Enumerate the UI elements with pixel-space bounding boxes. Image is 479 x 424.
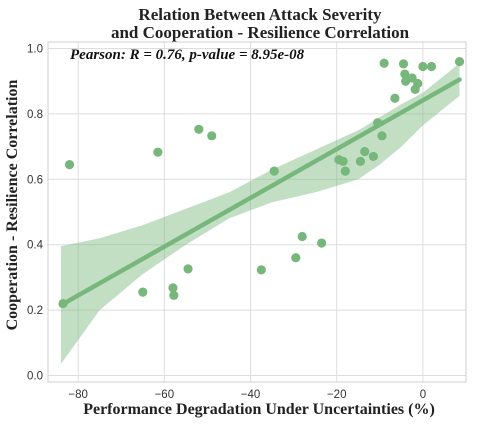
chart-title-line-1: Relation Between Attack Severity xyxy=(138,5,382,24)
data-point xyxy=(360,146,370,157)
confidence-band xyxy=(60,63,460,365)
data-point xyxy=(169,290,179,300)
data-point xyxy=(338,156,348,166)
data-point xyxy=(207,131,217,141)
data-point xyxy=(291,253,301,263)
data-point xyxy=(377,131,387,141)
data-points xyxy=(58,57,465,309)
data-point xyxy=(355,156,366,166)
data-point xyxy=(317,238,327,248)
pearson-annotation: Pearson: R = 0.76, p-value = 8.95e-08 xyxy=(70,47,305,63)
data-point xyxy=(269,166,279,176)
y-tick-label: 1.0 xyxy=(27,44,43,56)
y-ticks: 0.0 0.2 0.4 0.6 0.8 1.0 xyxy=(27,44,44,383)
x-tick-label: −80 xyxy=(68,389,88,401)
x-tick-label: −20 xyxy=(327,389,347,401)
data-point xyxy=(168,283,178,293)
data-point xyxy=(379,58,389,68)
x-tick-label: 0 xyxy=(420,389,426,401)
data-point xyxy=(297,231,307,242)
data-point xyxy=(64,159,75,170)
y-tick-label: 0.2 xyxy=(27,305,43,317)
y-tick-label: 0.0 xyxy=(27,370,43,382)
data-point xyxy=(398,59,409,69)
grid xyxy=(48,42,466,382)
plot-frame xyxy=(47,41,467,383)
regression-line-path xyxy=(58,77,462,308)
data-point xyxy=(183,264,193,274)
data-point xyxy=(400,69,410,79)
data-point xyxy=(373,118,383,128)
data-point xyxy=(138,287,148,297)
y-axis-label: Cooperation - Resilience Correlation xyxy=(4,80,21,331)
x-ticks: −80 −60 −40 −20 0 xyxy=(68,389,426,401)
data-point xyxy=(454,57,465,67)
data-point xyxy=(418,61,428,72)
data-point xyxy=(390,93,400,103)
x-tick-label: −60 xyxy=(155,389,175,401)
x-axis-label: Performance Degradation Under Uncertaint… xyxy=(83,401,435,418)
x-tick-label: −40 xyxy=(241,389,261,401)
chart-title-line-2: and Cooperation - Resilience Correlation xyxy=(111,23,410,42)
data-point xyxy=(340,166,350,176)
data-point xyxy=(153,147,163,157)
data-point xyxy=(194,124,204,134)
y-tick-label: 0.6 xyxy=(27,174,43,186)
regression-line xyxy=(58,77,462,308)
data-point xyxy=(58,298,68,309)
y-tick-label: 0.4 xyxy=(27,240,44,252)
y-tick-label: 0.8 xyxy=(27,109,43,121)
data-point xyxy=(413,78,423,89)
data-point xyxy=(256,265,266,275)
data-point xyxy=(426,61,437,72)
data-point xyxy=(407,73,417,83)
confidence-band-area xyxy=(60,63,460,365)
data-point xyxy=(368,151,378,162)
